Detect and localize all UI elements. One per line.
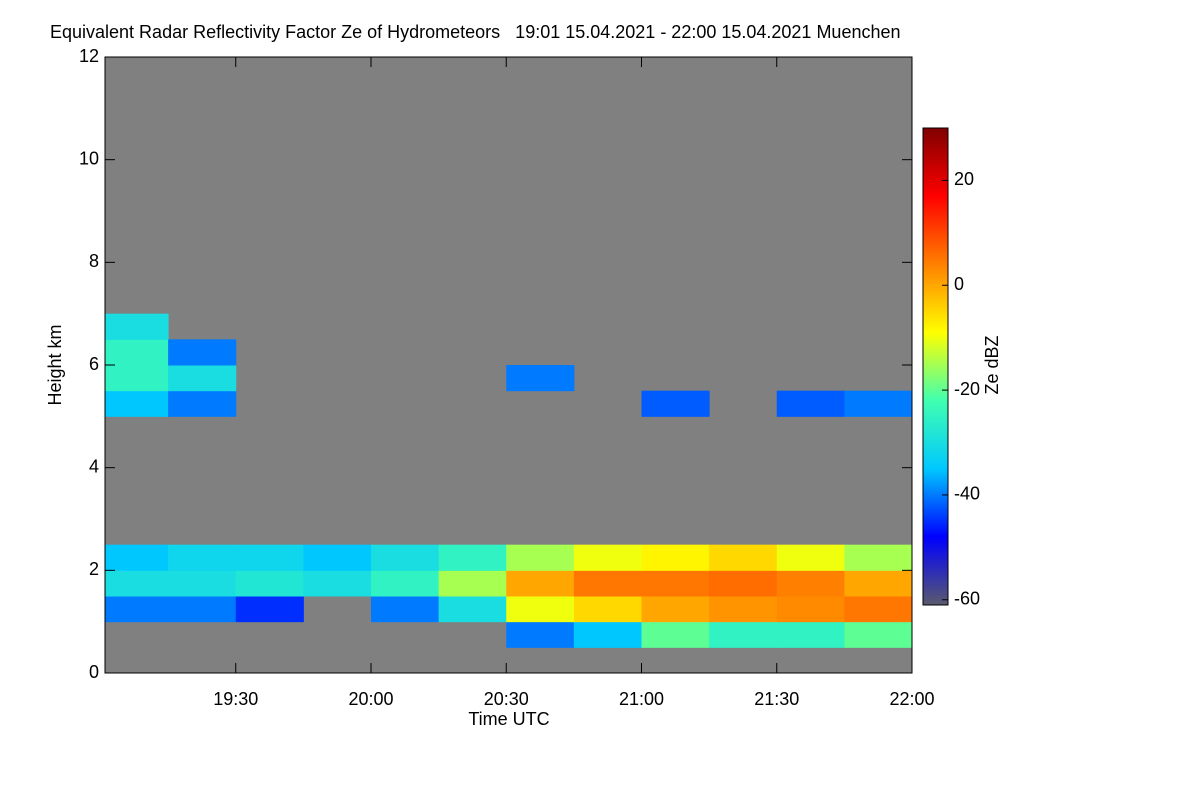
colorbar-tick-label: -60 [954,589,980,609]
heatmap-cell [573,596,642,623]
heatmap-cell [506,570,575,597]
heatmap-cell [641,570,710,597]
heatmap-cell [105,570,169,597]
heatmap-cell [776,570,845,597]
chart-title: Equivalent Radar Reflectivity Factor Ze … [50,22,901,42]
heatmap-cell [506,365,575,392]
heatmap-cell [844,390,912,417]
y-tick-label: 12 [79,46,99,66]
heatmap-cell [776,390,845,417]
x-tick-label: 21:00 [619,689,664,709]
heatmap-cell [168,390,237,417]
x-tick-label: 19:30 [213,689,258,709]
heatmap-cell [709,596,778,623]
heatmap-cell [506,621,575,648]
heatmap-cell [641,621,710,648]
y-axis-label: Height km [45,324,65,405]
x-tick-label: 20:00 [348,689,393,709]
x-tick-label: 20:30 [484,689,529,709]
heatmap-cell [235,596,304,623]
heatmap-cell [844,544,912,571]
heatmap-cells [105,313,912,648]
heatmap-cell [776,544,845,571]
heatmap-cell [105,339,169,366]
y-tick-label: 2 [89,559,99,579]
heatmap-cell [641,596,710,623]
x-axis-label: Time UTC [468,709,549,729]
x-tick-label: 21:30 [754,689,799,709]
heatmap-cell [235,544,304,571]
heatmap-cell [709,621,778,648]
heatmap-cell [105,313,169,340]
heatmap-cell [168,339,237,366]
heatmap-cell [168,596,237,623]
heatmap-cell [438,596,507,623]
colorbar-label: Ze dBZ [982,335,1002,394]
heatmap-cell [641,390,710,417]
y-tick-label: 6 [89,354,99,374]
heatmap-cell [438,570,507,597]
heatmap-cell [303,544,372,571]
y-tick-label: 4 [89,456,99,476]
colorbar-tick-label: 20 [954,169,974,189]
heatmap-cell [506,596,575,623]
heatmap-cell [235,570,304,597]
colorbar-tick-label: -40 [954,484,980,504]
heatmap-cell [105,544,169,571]
heatmap-cell [506,544,575,571]
heatmap-cell [844,570,912,597]
x-tick-label: 22:00 [889,689,934,709]
heatmap-cell [709,570,778,597]
heatmap-cell [438,544,507,571]
colorbar [922,127,949,606]
heatmap-cell [573,570,642,597]
heatmap-cell [105,390,169,417]
heatmap-cell [168,570,237,597]
heatmap-cell [370,570,440,597]
heatmap-cell [370,544,440,571]
y-tick-label: 10 [79,148,99,168]
y-tick-label: 0 [89,662,99,682]
heatmap-cell [709,544,778,571]
heatmap-cell [573,544,642,571]
heatmap-cell [844,596,912,623]
heatmap-cell [105,365,169,392]
heatmap-cell [105,596,169,623]
heatmap-cell [844,621,912,648]
heatmap-cell [168,365,237,392]
colorbar-tick-label: -20 [954,379,980,399]
heatmap-cell [776,596,845,623]
heatmap-cell [370,596,440,623]
colorbar-tick-label: 0 [954,274,964,294]
heatmap-cell [168,544,237,571]
heatmap-cell [303,570,372,597]
heatmap-cell [641,544,710,571]
heatmap-cell [573,621,642,648]
heatmap-cell [776,621,845,648]
y-tick-label: 8 [89,251,99,271]
